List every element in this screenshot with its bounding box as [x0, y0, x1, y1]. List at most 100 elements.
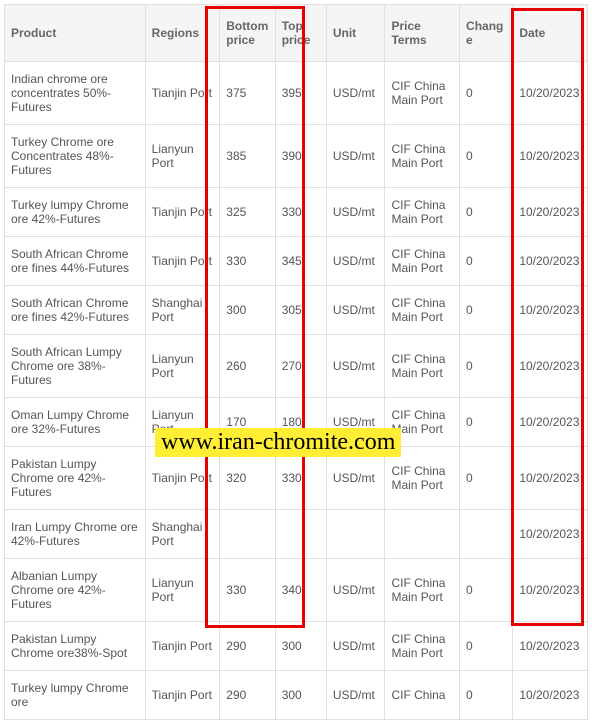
cell-product: Iran Lumpy Chrome ore 42%-Futures — [5, 510, 146, 559]
table-row: South African Chrome ore fines 44%-Futur… — [5, 237, 588, 286]
cell-date: 10/20/2023 — [513, 510, 588, 559]
cell-top: 340 — [275, 559, 326, 622]
cell-regions: Lianyun Port — [145, 335, 220, 398]
cell-regions: Tianjin Port — [145, 671, 220, 720]
cell-unit: USD/mt — [326, 671, 385, 720]
cell-unit: USD/mt — [326, 286, 385, 335]
table-body: Indian chrome ore concentrates 50%-Futur… — [5, 62, 588, 720]
cell-change: 0 — [460, 447, 513, 510]
cell-product: Turkey Chrome ore Concentrates 48%-Futur… — [5, 125, 146, 188]
table-row: Iran Lumpy Chrome ore 42%-FuturesShangha… — [5, 510, 588, 559]
cell-change: 0 — [460, 671, 513, 720]
cell-product: South African Chrome ore fines 44%-Futur… — [5, 237, 146, 286]
cell-change — [460, 510, 513, 559]
cell-bottom: 330 — [220, 559, 275, 622]
cell-bottom: 260 — [220, 335, 275, 398]
cell-terms: CIF China Main Port — [385, 62, 460, 125]
cell-product: Albanian Lumpy Chrome ore 42%-Futures — [5, 559, 146, 622]
cell-unit: USD/mt — [326, 237, 385, 286]
cell-top: 300 — [275, 622, 326, 671]
table-row: Indian chrome ore concentrates 50%-Futur… — [5, 62, 588, 125]
cell-top: 345 — [275, 237, 326, 286]
cell-unit: USD/mt — [326, 335, 385, 398]
cell-terms: CIF China Main Port — [385, 622, 460, 671]
cell-regions: Lianyun Port — [145, 559, 220, 622]
table-row: South African Chrome ore fines 42%-Futur… — [5, 286, 588, 335]
cell-top: 270 — [275, 335, 326, 398]
cell-change: 0 — [460, 622, 513, 671]
cell-unit — [326, 510, 385, 559]
cell-date: 10/20/2023 — [513, 335, 588, 398]
cell-change: 0 — [460, 398, 513, 447]
cell-date: 10/20/2023 — [513, 125, 588, 188]
cell-top: 395 — [275, 62, 326, 125]
cell-regions: Tianjin Port — [145, 622, 220, 671]
cell-terms: CIF China — [385, 671, 460, 720]
cell-bottom: 375 — [220, 62, 275, 125]
price-table: ProductRegionsBottom priceTop priceUnitP… — [4, 4, 588, 720]
cell-product: South African Chrome ore fines 42%-Futur… — [5, 286, 146, 335]
cell-top: 305 — [275, 286, 326, 335]
cell-regions: Tianjin Port — [145, 188, 220, 237]
table-row: Turkey Chrome ore Concentrates 48%-Futur… — [5, 125, 588, 188]
cell-product: South African Lumpy Chrome ore 38%-Futur… — [5, 335, 146, 398]
cell-terms: CIF China Main Port — [385, 188, 460, 237]
table-row: Albanian Lumpy Chrome ore 42%-FuturesLia… — [5, 559, 588, 622]
col-header-unit: Unit — [326, 5, 385, 62]
table-header: ProductRegionsBottom priceTop priceUnitP… — [5, 5, 588, 62]
cell-top: 330 — [275, 188, 326, 237]
cell-unit: USD/mt — [326, 559, 385, 622]
col-header-top: Top price — [275, 5, 326, 62]
cell-regions: Tianjin Port — [145, 62, 220, 125]
watermark-overlay: www.iran-chromite.com — [155, 428, 401, 457]
cell-change: 0 — [460, 237, 513, 286]
cell-top: 300 — [275, 671, 326, 720]
cell-date: 10/20/2023 — [513, 622, 588, 671]
col-header-regions: Regions — [145, 5, 220, 62]
cell-bottom: 300 — [220, 286, 275, 335]
cell-regions: Shanghai Port — [145, 286, 220, 335]
col-header-product: Product — [5, 5, 146, 62]
cell-change: 0 — [460, 286, 513, 335]
cell-date: 10/20/2023 — [513, 237, 588, 286]
cell-change: 0 — [460, 188, 513, 237]
cell-terms: CIF China Main Port — [385, 286, 460, 335]
cell-terms: CIF China Main Port — [385, 335, 460, 398]
col-header-change: Change — [460, 5, 513, 62]
table-row: South African Lumpy Chrome ore 38%-Futur… — [5, 335, 588, 398]
cell-change: 0 — [460, 125, 513, 188]
cell-bottom: 330 — [220, 237, 275, 286]
cell-unit: USD/mt — [326, 188, 385, 237]
cell-date: 10/20/2023 — [513, 286, 588, 335]
cell-top: 390 — [275, 125, 326, 188]
cell-regions: Tianjin Port — [145, 237, 220, 286]
col-header-terms: Price Terms — [385, 5, 460, 62]
table-row: Turkey lumpy Chrome ore 42%-FuturesTianj… — [5, 188, 588, 237]
cell-product: Pakistan Lumpy Chrome ore 42%-Futures — [5, 447, 146, 510]
cell-product: Turkey lumpy Chrome ore 42%-Futures — [5, 188, 146, 237]
cell-top — [275, 510, 326, 559]
cell-terms: CIF China Main Port — [385, 237, 460, 286]
cell-date: 10/20/2023 — [513, 559, 588, 622]
cell-date: 10/20/2023 — [513, 188, 588, 237]
col-header-bottom: Bottom price — [220, 5, 275, 62]
cell-terms — [385, 510, 460, 559]
cell-date: 10/20/2023 — [513, 62, 588, 125]
cell-regions: Shanghai Port — [145, 510, 220, 559]
cell-bottom: 325 — [220, 188, 275, 237]
cell-change: 0 — [460, 559, 513, 622]
cell-unit: USD/mt — [326, 622, 385, 671]
cell-date: 10/20/2023 — [513, 671, 588, 720]
cell-unit: USD/mt — [326, 125, 385, 188]
cell-date: 10/20/2023 — [513, 447, 588, 510]
cell-change: 0 — [460, 62, 513, 125]
cell-bottom: 290 — [220, 622, 275, 671]
cell-bottom — [220, 510, 275, 559]
cell-product: Pakistan Lumpy Chrome ore38%-Spot — [5, 622, 146, 671]
cell-regions: Lianyun Port — [145, 125, 220, 188]
cell-product: Turkey lumpy Chrome ore — [5, 671, 146, 720]
cell-unit: USD/mt — [326, 62, 385, 125]
col-header-date: Date — [513, 5, 588, 62]
cell-bottom: 385 — [220, 125, 275, 188]
table-row: Pakistan Lumpy Chrome ore38%-SpotTianjin… — [5, 622, 588, 671]
